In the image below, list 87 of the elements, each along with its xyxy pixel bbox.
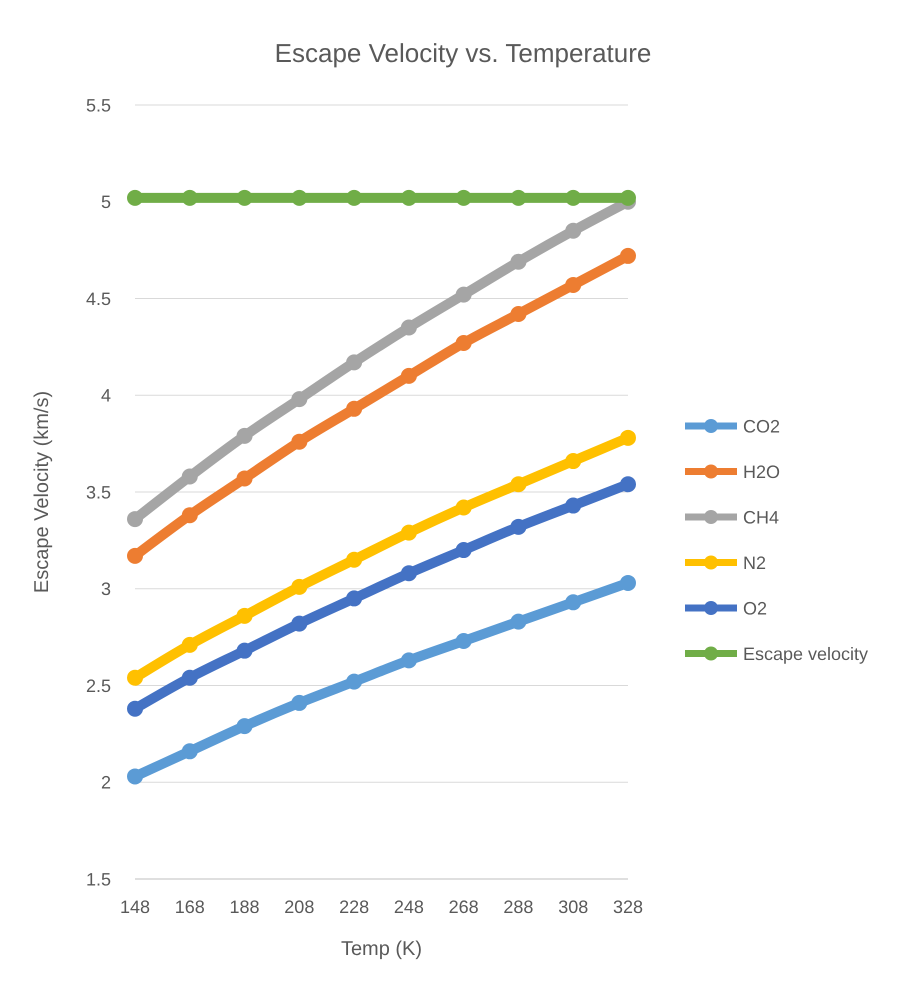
point xyxy=(236,428,253,444)
x-tick-label: 228 xyxy=(339,897,370,917)
y-tick-label: 5.5 xyxy=(86,95,111,116)
point xyxy=(346,354,362,370)
point xyxy=(620,190,636,206)
x-tick-label: 328 xyxy=(612,897,644,917)
x-tick-label: 288 xyxy=(503,897,534,917)
point xyxy=(291,434,308,450)
point xyxy=(456,286,472,303)
x-tick-label: 248 xyxy=(394,897,424,917)
point xyxy=(565,453,582,470)
point xyxy=(182,190,198,206)
y-tick-label: 2.5 xyxy=(86,676,111,696)
x-tick-label: 308 xyxy=(558,897,588,917)
x-tick-label: 188 xyxy=(230,897,260,917)
y-axis-title: Escape Velocity (km/s) xyxy=(31,390,53,594)
legend-label: H2O xyxy=(743,462,780,482)
legend-label: O2 xyxy=(743,598,768,618)
y-tick-label: 5 xyxy=(100,192,111,212)
point xyxy=(565,190,582,206)
point xyxy=(510,614,526,630)
point xyxy=(236,608,253,624)
legend-label: CO2 xyxy=(743,416,780,436)
point xyxy=(236,190,253,206)
point xyxy=(127,768,143,784)
point xyxy=(400,524,417,541)
point xyxy=(400,565,417,582)
point xyxy=(127,548,143,564)
point xyxy=(291,694,308,711)
point xyxy=(456,542,472,558)
point xyxy=(127,670,143,686)
point xyxy=(236,642,253,659)
x-tick-label: 168 xyxy=(174,897,205,917)
y-tick-label: 3.5 xyxy=(86,482,111,502)
point xyxy=(565,222,582,239)
y-tick-label: 1.5 xyxy=(86,869,111,890)
point xyxy=(346,400,362,417)
point xyxy=(346,552,362,568)
point xyxy=(346,590,362,606)
point xyxy=(400,652,417,668)
point xyxy=(565,276,582,293)
y-tick-label: 4 xyxy=(100,386,111,406)
chart-title: Escape Velocity vs. Temperature xyxy=(274,38,652,68)
point xyxy=(456,335,472,352)
point xyxy=(182,670,198,686)
point xyxy=(127,190,143,206)
legend-label: N2 xyxy=(743,552,766,573)
x-tick-label: 208 xyxy=(284,897,314,917)
point xyxy=(291,391,308,408)
y-tick-label: 4.5 xyxy=(86,288,111,309)
point xyxy=(565,594,582,610)
x-tick-label: 268 xyxy=(448,897,479,917)
point xyxy=(456,190,472,206)
legend-label: Escape velocity xyxy=(743,644,868,664)
point xyxy=(510,518,526,535)
legend-label: CH4 xyxy=(743,507,780,528)
point xyxy=(400,190,417,206)
point xyxy=(400,368,417,384)
point xyxy=(236,470,253,486)
point xyxy=(182,507,198,524)
point xyxy=(565,498,582,514)
point xyxy=(127,700,143,717)
point xyxy=(456,499,472,516)
point xyxy=(510,254,526,270)
point xyxy=(182,468,198,485)
point xyxy=(400,320,417,336)
point xyxy=(236,718,253,734)
point xyxy=(346,190,362,206)
x-axis-title: Temp (K) xyxy=(340,938,422,960)
y-tick-label: 2 xyxy=(100,772,111,793)
point xyxy=(510,476,526,492)
point xyxy=(346,674,362,690)
y-tick-label: 3 xyxy=(100,579,111,600)
point xyxy=(510,190,526,206)
point xyxy=(456,632,472,649)
point xyxy=(182,743,198,760)
point xyxy=(291,578,308,595)
point xyxy=(510,306,526,322)
point xyxy=(182,636,198,653)
point xyxy=(620,574,636,591)
point xyxy=(291,190,308,206)
point xyxy=(620,430,636,446)
point xyxy=(127,511,143,528)
point xyxy=(291,616,308,632)
point xyxy=(620,248,636,264)
x-tick-label: 148 xyxy=(120,897,150,917)
point xyxy=(620,476,636,492)
